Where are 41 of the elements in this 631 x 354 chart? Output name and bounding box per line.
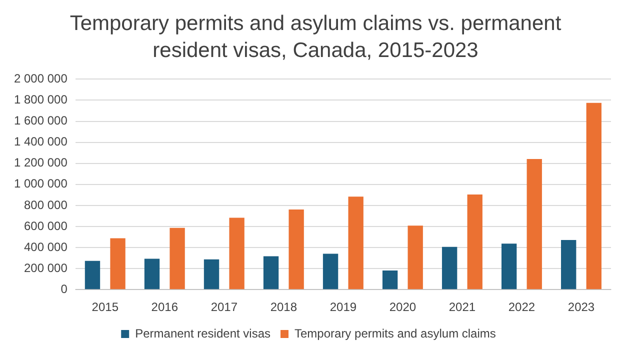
bar xyxy=(110,238,126,290)
y-tick-label: 0 xyxy=(60,282,68,296)
x-tick-label: 2020 xyxy=(389,300,416,314)
legend-label: Temporary permits and asylum claims xyxy=(294,326,496,340)
y-tick-label: 1 600 000 xyxy=(14,114,68,128)
x-tick-label: 2015 xyxy=(92,300,119,314)
x-tick-label: 2022 xyxy=(508,300,536,314)
y-tick-label: 1 000 000 xyxy=(14,176,68,191)
x-tick-label: 2018 xyxy=(270,300,298,314)
bar xyxy=(501,244,517,290)
y-tick-label: 400 000 xyxy=(24,240,68,254)
x-tick-label: 2021 xyxy=(448,300,476,314)
bar xyxy=(348,196,364,290)
x-tick-label: 2016 xyxy=(151,300,178,314)
y-tick-label: 800 000 xyxy=(24,198,68,212)
bar xyxy=(288,210,304,290)
bar xyxy=(84,260,100,290)
bar xyxy=(586,102,602,290)
bar xyxy=(561,240,576,290)
y-tick-label: 200 000 xyxy=(24,260,68,275)
chart-title: Temporary permits and asylum claims vs. permanent resident visas, Canada, 2015-2023 xyxy=(68,11,562,64)
y-tick-label: 1 800 000 xyxy=(14,92,68,107)
bar xyxy=(322,254,338,290)
bar xyxy=(442,246,458,290)
legend-label: Permanent resident visas xyxy=(135,326,271,340)
y-tick-label: 600 000 xyxy=(24,218,68,233)
bar xyxy=(229,218,244,290)
y-tick-label: 2 000 000 xyxy=(14,72,68,86)
y-tick-label: 1 400 000 xyxy=(14,134,68,149)
bar xyxy=(204,259,220,290)
y-tick-label: 1 200 000 xyxy=(14,156,68,170)
bar xyxy=(408,226,423,290)
bar xyxy=(526,158,542,290)
x-tick-label: 2023 xyxy=(568,300,595,314)
bar xyxy=(144,258,160,290)
x-tick-label: 2019 xyxy=(330,300,357,314)
bar xyxy=(263,256,279,290)
bar xyxy=(170,228,185,290)
bar xyxy=(382,270,398,290)
bar xyxy=(467,194,482,290)
x-tick-label: 2017 xyxy=(210,300,238,314)
